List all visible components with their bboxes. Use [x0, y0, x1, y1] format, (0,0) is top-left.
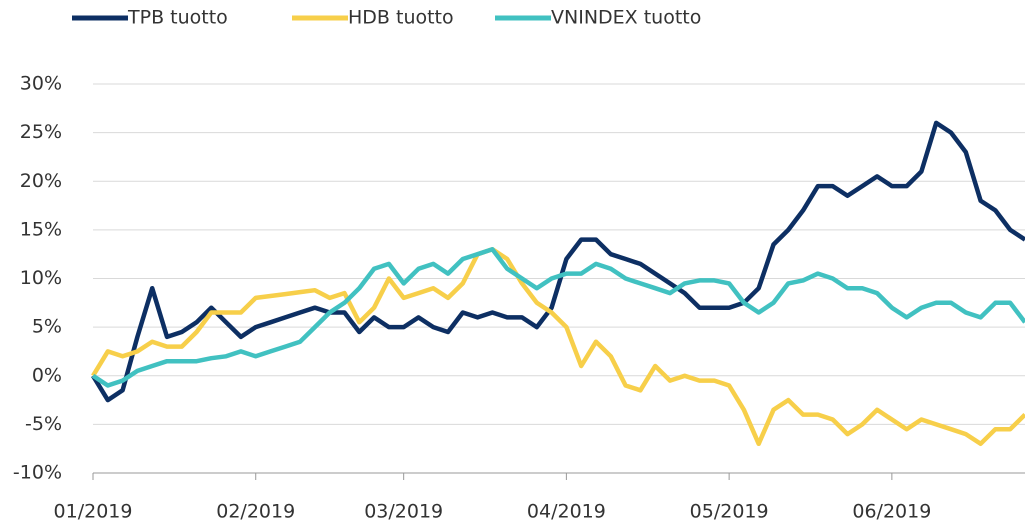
- series-line: [91, 120, 1025, 403]
- y-tick-label: 15%: [20, 218, 62, 240]
- x-tick-label: 01/2019: [54, 501, 133, 523]
- x-tick-label: 05/2019: [690, 501, 769, 523]
- y-tick-label: -5%: [25, 413, 62, 435]
- y-tick-label: 20%: [20, 170, 62, 192]
- y-tick-label: -10%: [13, 462, 62, 484]
- legend-label: TPB tuotto: [127, 7, 228, 29]
- y-tick-label: 5%: [32, 316, 62, 338]
- legend-label: VNINDEX tuotto: [551, 7, 701, 29]
- series-line: [91, 247, 1025, 388]
- y-tick-label: 10%: [20, 267, 62, 289]
- x-tick-label: 03/2019: [364, 501, 443, 523]
- y-tick-label: 0%: [32, 364, 62, 386]
- y-tick-label: 30%: [20, 73, 62, 95]
- x-tick-label: 04/2019: [527, 501, 606, 523]
- legend-label: HDB tuotto: [348, 7, 454, 29]
- series-line: [91, 247, 1025, 447]
- x-tick-label: 02/2019: [216, 501, 295, 523]
- y-tick-label: 25%: [20, 121, 62, 143]
- x-tick-label: 06/2019: [852, 501, 931, 523]
